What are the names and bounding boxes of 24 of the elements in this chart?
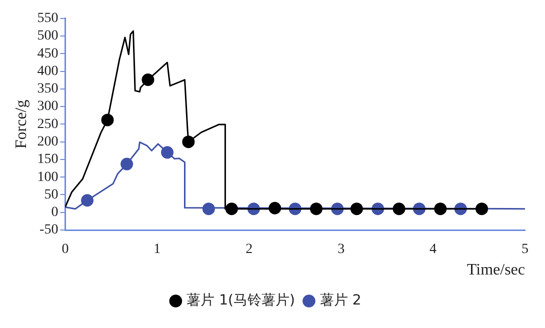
y-tick-label: 250: [37, 116, 58, 132]
x-tick-label: 4: [430, 242, 437, 258]
y-tick-label: 400: [37, 64, 58, 79]
legend-label: 薯片 2: [320, 292, 362, 309]
y-tick-label: 0: [51, 205, 58, 220]
y-tick-label: 350: [37, 82, 58, 97]
y-tick-label: -50: [40, 222, 58, 238]
x-tick-label: 1: [154, 242, 161, 258]
x-tick-label: 0: [62, 242, 69, 258]
y-tick-label: 300: [37, 99, 58, 114]
y-tick-label: 550: [37, 11, 58, 26]
legend-label: 薯片 1(马铃薯片): [186, 292, 295, 309]
x-tick-label: 3: [338, 242, 345, 258]
y-tick-label: 50: [44, 187, 58, 202]
y-tick-label: 100: [37, 170, 58, 185]
x-tick-label: 2: [246, 242, 253, 258]
y-tick-label: 500: [37, 28, 58, 44]
x-axis-title: Time/sec: [466, 262, 525, 279]
y-tick-label: 200: [37, 134, 58, 150]
y-tick-label: 150: [37, 152, 58, 168]
y-axis-title: Force/g: [12, 100, 30, 149]
y-tick-label: 450: [37, 46, 58, 62]
point: [476, 202, 488, 216]
x-tick-label: 5: [522, 242, 528, 258]
